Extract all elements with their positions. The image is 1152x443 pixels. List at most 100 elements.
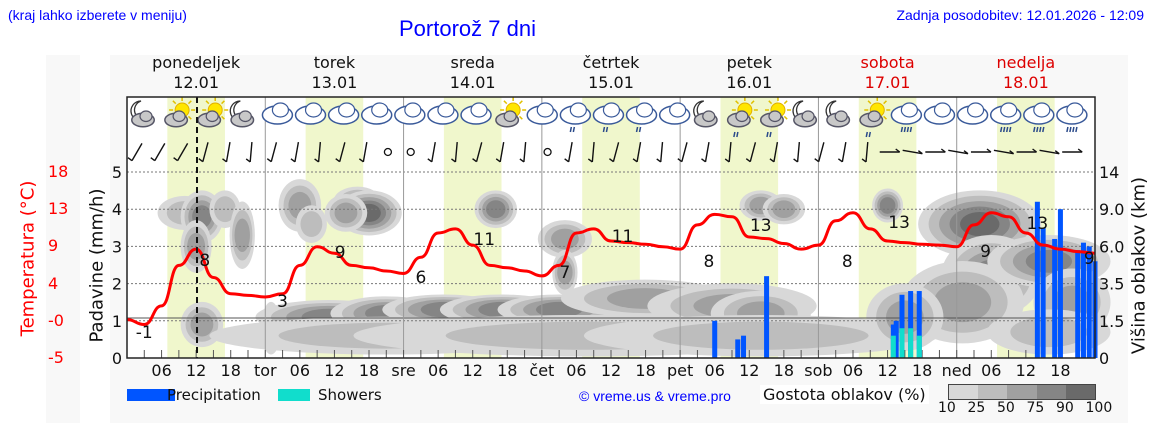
wind-barb-flag (677, 158, 683, 163)
wind-barb-icon (948, 149, 969, 155)
sun-ray (735, 100, 740, 105)
wind-barb-icon (499, 142, 505, 162)
precipitation-bar (1034, 201, 1040, 358)
time-tick: 06 (566, 361, 586, 380)
wind-barb-flag (632, 158, 638, 163)
wind-barb-icon (902, 149, 923, 155)
precipitation-bar (1040, 227, 1046, 358)
precipitation-bar (893, 320, 899, 358)
cloud-puff (139, 110, 153, 123)
cloud-blob (334, 202, 358, 224)
sun-ray (768, 100, 773, 105)
moon-cloud-icon (229, 100, 255, 128)
cloud-density-scale (948, 384, 1096, 400)
raindrop (733, 131, 736, 138)
showers-legend-label: Showers (318, 386, 382, 404)
precipitation-bar (908, 291, 914, 358)
cloud-drizzle-icon (592, 102, 625, 133)
wind-barb-icon (154, 142, 166, 162)
sun-ray (783, 115, 788, 120)
cloud-puff (437, 102, 455, 118)
cloud-blob (879, 197, 896, 214)
calm-wind-icon (543, 147, 552, 157)
time-tick: 12 (739, 361, 759, 380)
raindrop (1042, 126, 1045, 133)
cloud-drizzle-icon (625, 102, 658, 133)
day-date: 13.01 (311, 73, 358, 92)
axis-labels: 5 4 3 2 1 0 14 9.0 6.0 3.5 1.5 0 06 12 18 tor 06 12 18 sre 0… (112, 163, 1125, 380)
cloud-scale-tick: 10 (938, 400, 956, 416)
cloud-blob (190, 312, 214, 337)
wind-barb-flag (724, 158, 730, 163)
moon-cloud-icon (130, 100, 155, 128)
showers-bar (916, 335, 922, 358)
cloud-height-tick: 0 (1099, 349, 1109, 368)
time-tick: 18 (635, 361, 655, 380)
cloud-puff (371, 102, 389, 118)
raindrop (1072, 126, 1075, 133)
precipitation-bar (899, 294, 905, 358)
cloud-icon (327, 102, 360, 125)
wind-barb-icon (294, 142, 300, 162)
wind-barb-flag (451, 158, 456, 163)
day-name: nedelja (996, 53, 1056, 72)
wind-barb-icon (177, 142, 189, 162)
cloud-blob (551, 228, 579, 250)
sun-ray (750, 115, 755, 120)
raindrop (1075, 126, 1078, 133)
wind-barb-flag (701, 158, 706, 163)
raindrop (635, 126, 639, 133)
wind-barb-flag (940, 148, 946, 153)
cloud-density-legend-label: Gostota oblakov (%) (760, 385, 929, 404)
wind-barb-icon (131, 142, 143, 162)
wind-barb-icon (660, 141, 664, 163)
region-menu-hint[interactable]: (kraj lahko izberete v meniju) (8, 7, 187, 23)
wind-barb-icon (567, 142, 573, 162)
day-header: nedelja 18.01 (966, 53, 1086, 93)
showers-swatch (278, 389, 310, 401)
wind-barb-icon (339, 142, 346, 162)
time-tick: 12 (463, 361, 483, 380)
cloud-icon (261, 102, 294, 125)
cloud-blob (1010, 316, 1088, 348)
wind-barb-flag (222, 158, 227, 163)
time-tick: 06 (151, 361, 171, 380)
wind-barb-flag (290, 158, 296, 163)
wind-barb-flag (198, 158, 204, 163)
wind-barb-flag (769, 158, 775, 163)
rain-tick: 2 (112, 275, 122, 294)
day-name: četrtek (582, 53, 640, 72)
wind-barb-icon (454, 141, 458, 163)
rain-tick: 5 (112, 163, 122, 182)
cloud-puff (735, 110, 749, 123)
cloud-puff (404, 102, 422, 118)
rain-tick: 3 (112, 237, 122, 256)
wind-barb-flag (963, 150, 969, 155)
precipitation-swatch (127, 389, 175, 401)
calm-wind-icon (383, 147, 393, 157)
cloud-puff (1066, 102, 1084, 118)
wind-barb-icon (704, 142, 710, 162)
day-date: 18.01 (1002, 73, 1049, 92)
wind-barb-flag (1009, 150, 1015, 155)
day-date: 16.01 (726, 73, 773, 92)
time-tick: 12 (877, 361, 897, 380)
cloud-icon (394, 102, 426, 125)
time-tick: 06 (981, 361, 1001, 380)
precipitation-legend-label: Precipitation (167, 386, 261, 404)
day-name: ponedeljek (152, 53, 241, 72)
copyright-link[interactable]: © vreme.us & vreme.pro (579, 388, 731, 404)
sun-ray (783, 100, 788, 105)
cloud-blob (300, 211, 323, 238)
wind-barb-icon (612, 142, 620, 162)
wind-barb-flag (814, 158, 820, 163)
wind-barb-icon (591, 141, 595, 163)
wind-barb-icon (362, 142, 368, 162)
wind-barb-flag (314, 158, 320, 163)
time-tick: 06 (290, 361, 310, 380)
cloud-height-tick: 1.5 (1099, 312, 1124, 331)
time-tick: čet (529, 361, 554, 380)
wind-barb-icon (841, 142, 847, 162)
time-tick: 12 (1016, 361, 1036, 380)
raindrop (569, 126, 573, 133)
